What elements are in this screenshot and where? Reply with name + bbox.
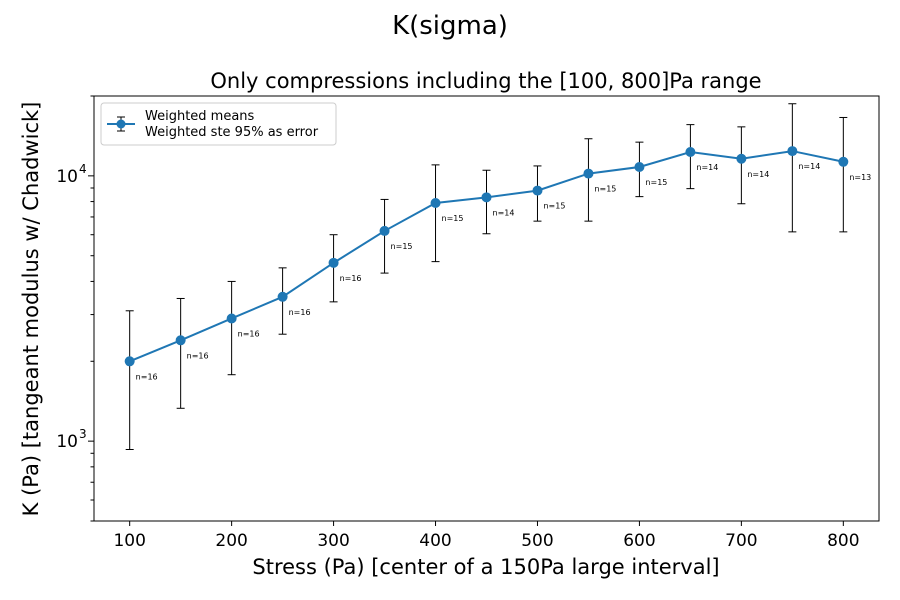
sample-size-label: n=16	[289, 308, 311, 317]
sample-size-label: n=16	[340, 274, 362, 283]
data-point	[226, 313, 237, 324]
y-tick-label-exponent: 3	[79, 427, 87, 441]
sample-size-label: n=14	[493, 208, 515, 217]
x-tick-label: 600	[623, 531, 655, 551]
sample-size-label: n=15	[645, 178, 667, 187]
sample-size-label: n=16	[136, 372, 158, 381]
legend-entry-error: Weighted ste 95% as error	[145, 125, 319, 140]
x-tick-label: 800	[827, 531, 859, 551]
sample-size-label: n=14	[747, 170, 769, 179]
legend: Weighted means Weighted ste 95% as error	[100, 102, 337, 146]
chart-title: Only compressions including the [100, 80…	[210, 69, 761, 93]
sample-size-annotations: n=16 n=16 n=16 n=16 n=16 n=15 n=15 n=14 n=15 n=15…	[136, 162, 872, 381]
x-tick-label: 300	[317, 531, 349, 551]
y-tick-label: 10	[56, 167, 78, 187]
series-markers	[124, 146, 849, 367]
y-axis-label: K (Pa) [tangeant modulus w/ Chadwick]	[19, 102, 43, 517]
legend-box	[100, 102, 337, 146]
data-point	[583, 168, 594, 179]
data-point	[685, 147, 696, 158]
sample-size-label: n=14	[696, 163, 718, 172]
legend-marker	[116, 119, 126, 129]
x-axis-label: Stress (Pa) [center of a 150Pa large int…	[252, 555, 719, 579]
data-point	[328, 257, 339, 268]
data-point	[430, 198, 441, 209]
sample-size-label: n=15	[594, 185, 616, 194]
data-point	[277, 291, 288, 302]
sample-size-label: n=13	[849, 173, 871, 182]
data-point	[532, 185, 543, 196]
x-tick-label: 400	[419, 531, 451, 551]
x-tick-label: 500	[521, 531, 553, 551]
data-point	[175, 335, 186, 346]
data-point	[481, 192, 492, 203]
sample-size-label: n=16	[187, 351, 209, 360]
x-tick-label: 700	[725, 531, 757, 551]
y-tick-label: 10	[56, 432, 78, 452]
sample-size-label: n=16	[238, 329, 260, 338]
sample-size-label: n=14	[798, 162, 820, 171]
legend-entry-means: Weighted means	[145, 109, 255, 124]
data-point	[634, 161, 645, 172]
figure-suptitle: K(sigma)	[392, 11, 508, 41]
plot-area-frame	[93, 95, 880, 522]
x-tick-label: 200	[215, 531, 247, 551]
sample-size-label: n=15	[442, 214, 464, 223]
data-point	[124, 356, 135, 367]
data-point	[787, 146, 798, 157]
data-point	[736, 153, 747, 164]
sample-size-label: n=15	[391, 242, 413, 251]
x-tick-label: 100	[113, 531, 145, 551]
data-point	[838, 156, 849, 167]
data-point	[379, 225, 390, 236]
sample-size-label: n=15	[543, 202, 565, 211]
y-tick-label-exponent: 4	[79, 162, 87, 176]
